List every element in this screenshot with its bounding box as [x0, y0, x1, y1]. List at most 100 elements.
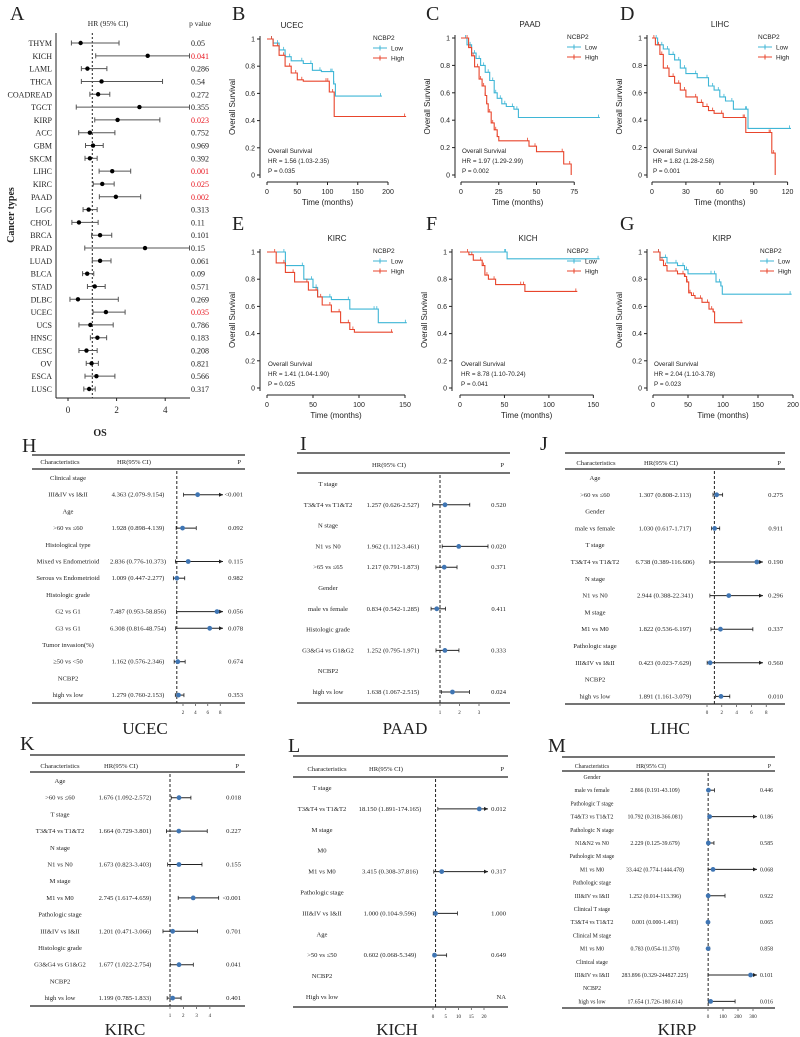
multivariate-table-kich: L Characteristics HR(95% CI) P 0 5 10 15 20 KICH T… — [288, 735, 508, 1037]
legend-label-low: Low — [585, 45, 597, 52]
p-value: 0.020 — [491, 543, 507, 550]
group-label: N stage — [50, 845, 70, 852]
x-tick-label: 8 — [765, 711, 768, 716]
panel-label-g: G — [620, 213, 634, 235]
header-hr: HR(95% CI) — [117, 459, 151, 466]
table-title: KICH — [376, 1020, 418, 1037]
comparison-label: high vs low — [45, 995, 76, 1002]
panel-label-j: J — [540, 433, 548, 455]
comparison-label: >50 vs ≤50 — [307, 952, 337, 959]
km-stat-text: P = 0.041 — [461, 381, 489, 388]
hr-ci-text: 1.928 (0.898-4.139) — [112, 525, 165, 532]
hr-ci-text: 1.891 (1.161-3.079) — [639, 693, 692, 700]
x-tick-label: 50 — [293, 189, 301, 196]
p-value: 1.000 — [491, 910, 507, 917]
table-row: Mixed vs Endometrioid 2.836 (0.776-10.373… — [37, 559, 244, 566]
table-row: T3&T4 vs T1&T2 1.664 (0.729-3.801) 0.227 — [36, 828, 242, 835]
cancer-type-label: BRCA — [30, 231, 52, 240]
hazard-ratio-point — [176, 962, 182, 968]
km-stat-text: P = 0.025 — [268, 381, 296, 388]
group-label: Histological type — [45, 542, 90, 549]
p-value: 0.269 — [191, 295, 209, 304]
y-tick-label: 0.2 — [245, 145, 255, 152]
group-header-row: Histological type — [45, 542, 90, 549]
table-row: M1 vs M0 2.745 (1.617-4.659) <0.001 — [46, 895, 241, 902]
p-value: 0.05 — [191, 39, 205, 48]
group-header-row: N stage — [318, 523, 338, 530]
hazard-ratio-point — [97, 258, 103, 264]
p-value: 0.101 — [191, 231, 209, 240]
x-tick-label: 3 — [478, 711, 481, 716]
hazard-ratio-point — [708, 999, 714, 1004]
group-header-row: Histologic grade — [46, 592, 90, 599]
table-row: >50 vs ≤50 0.602 (0.068-5.349) 0.649 — [307, 952, 507, 959]
group-label: Tumor invasion(%) — [42, 642, 94, 649]
hr-ci-text: 1.822 (0.536-6.197) — [639, 626, 692, 633]
cancer-type-label: KICH — [32, 52, 52, 61]
x-tick-label: 2 — [721, 711, 724, 716]
p-value: 0.585 — [760, 841, 773, 847]
hazard-ratio-point — [115, 117, 120, 123]
km-plot-lihc: D LIHC 0 0.2 0.4 0.6 0.8 1 0 30 60 90 120 Time (month… — [615, 3, 794, 207]
forest-plot-a: A HR (95% CI) p value 0 2 4 OS Cancer types THYM… — [6, 3, 212, 439]
forest-row: UCS 0.786 — [36, 321, 209, 330]
comparison-label: T3&T4 vs T1&T2 — [571, 559, 620, 566]
legend-label-low: Low — [391, 259, 403, 266]
header-hr: HR(95% CI) — [104, 763, 138, 770]
group-header-row: NCBP2 — [58, 675, 79, 682]
comparison-label: high vs low — [313, 689, 344, 696]
comparison-label: M1 vs M0 — [580, 867, 604, 873]
forest-row: SKCM 0.392 — [29, 154, 209, 163]
survival-curve-low — [267, 38, 382, 97]
x-tick-label: 5 — [445, 1015, 448, 1020]
table-row: male vs female 1.030 (0.617-1.717) 0.911 — [575, 525, 783, 532]
y-tick-label: 1 — [251, 250, 255, 257]
group-header-row: M stage — [311, 827, 332, 834]
comparison-label: >65 vs ≤65 — [313, 564, 343, 571]
km-stat-text: HR = 1.41 (1.04-1.90) — [268, 371, 329, 378]
group-label: N stage — [318, 523, 338, 530]
comparison-label: high vs low — [578, 999, 606, 1005]
forest-row: ESCA 0.566 — [32, 372, 209, 381]
y-tick-label: 0.2 — [437, 358, 447, 365]
table-title: KIRP — [658, 1020, 697, 1037]
hazard-ratio-point — [94, 373, 99, 379]
legend-label-low: Low — [391, 46, 403, 53]
cancer-type-label: SKCM — [29, 154, 52, 163]
hazard-ratio-point — [89, 361, 94, 366]
comparison-label: T3&T4 vs T1&T2 — [304, 502, 353, 509]
hr-ci-text: 0.602 (0.068-5.349) — [364, 952, 417, 959]
x-axis-title: Time (months) — [492, 198, 544, 207]
forest-row: HNSC 0.183 — [31, 334, 209, 343]
table-row: T3&T4 vs T1&T2 18.150 (1.891-174.165) 0.01… — [298, 806, 506, 813]
cancer-type-label: COADREAD — [8, 90, 53, 99]
forest-row: LUAD 0.061 — [30, 257, 209, 266]
comparison-label: N1 vs N0 — [47, 862, 73, 869]
y-tick-label: 0.4 — [632, 118, 642, 125]
comparison-label: >60 vs ≤60 — [45, 795, 75, 802]
x-tick-label: 50 — [309, 402, 317, 409]
table-row: T3&T4 vs T1&T2 1.257 (0.626-2.527) 0.520 — [304, 502, 507, 509]
km-plot-kirp: G KIRP 0 0.2 0.4 0.6 0.8 1 0 50 100 150 200 Time (mon… — [615, 213, 799, 420]
panel-label-h: H — [22, 435, 36, 457]
comparison-label: T3&T4 vs T1&T2 — [571, 920, 614, 926]
table-row: >65 vs ≤65 1.217 (0.791-1.873) 0.371 — [313, 564, 506, 571]
panel-label-f: F — [426, 213, 437, 235]
comparison-label: G3 vs G1 — [55, 625, 80, 632]
forest-row: PRAD 0.15 — [31, 244, 205, 253]
y-tick-label: 0.6 — [245, 304, 255, 311]
km-title: KIRP — [713, 234, 732, 243]
table-row: N1&N2 vs N0 2.229 (0.125-39.679) 0.585 — [575, 840, 773, 847]
forest-row: THYM 0.05 — [28, 39, 205, 48]
km-stat-text: HR = 2.04 (1.10-3.78) — [654, 371, 715, 378]
x-tick-label: 50 — [501, 402, 509, 409]
hazard-ratio-point — [113, 194, 119, 199]
multivariate-table-kirc: K Characteristics HR(95% CI) P 1 2 3 4 KIRC Age >6… — [20, 733, 245, 1037]
group-label: T stage — [312, 785, 331, 792]
legend-title: NCBP2 — [373, 248, 395, 255]
group-label: Pathologic stage — [573, 881, 612, 887]
panel-label-m: M — [548, 735, 566, 757]
comparison-label: G2 vs G1 — [55, 609, 80, 616]
p-value: 0.068 — [760, 867, 773, 873]
comparison-label: Serous vs Endometrioid — [36, 575, 100, 582]
